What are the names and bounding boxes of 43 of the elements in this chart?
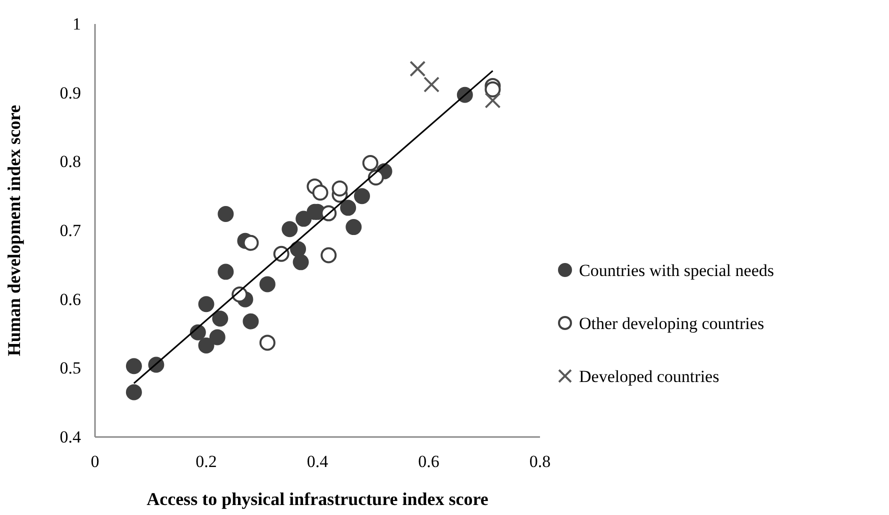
point	[209, 329, 226, 346]
y-tick-label: 0.4	[60, 427, 82, 446]
point	[218, 206, 234, 222]
point	[340, 200, 356, 216]
point	[484, 81, 501, 98]
point	[354, 188, 370, 204]
x-tick-label: 0.2	[196, 452, 217, 472]
point	[218, 264, 234, 280]
point	[312, 184, 328, 201]
point	[242, 313, 259, 330]
legend-label: Developed countries	[579, 367, 720, 386]
point	[362, 155, 378, 172]
x-tick-label: 0	[90, 452, 100, 472]
point	[259, 276, 276, 292]
point	[320, 247, 337, 264]
point	[292, 254, 309, 270]
y-tick-label: 0.7	[60, 220, 82, 240]
point	[410, 60, 426, 77]
point	[424, 76, 440, 93]
point	[332, 180, 348, 197]
legend-label: Other developing countries	[579, 314, 764, 333]
x-tick-label: 0.4	[306, 452, 329, 472]
y-tick-label: 0.5	[60, 358, 81, 378]
point	[126, 358, 142, 374]
point	[259, 334, 276, 351]
x-tick-label: 0.6	[418, 452, 440, 472]
legend-label: Countries with special needs	[579, 261, 774, 280]
x-tick-label: 0.8	[529, 452, 551, 472]
point	[198, 337, 214, 354]
point	[346, 219, 362, 236]
point	[198, 296, 214, 312]
y-tick-label: 1	[72, 14, 81, 34]
y-axis-title: Human development index score	[4, 104, 24, 356]
point	[242, 234, 259, 251]
x-axis-title: Access to physical infrastructure index score	[146, 489, 488, 509]
y-tick-label: 0.9	[60, 83, 81, 102]
point	[282, 221, 298, 238]
point	[484, 92, 501, 108]
y-tick-label: 0.8	[60, 152, 81, 172]
point	[296, 210, 312, 227]
y-tick-label: 0.6	[60, 290, 81, 309]
point	[126, 384, 142, 400]
point	[212, 310, 228, 327]
